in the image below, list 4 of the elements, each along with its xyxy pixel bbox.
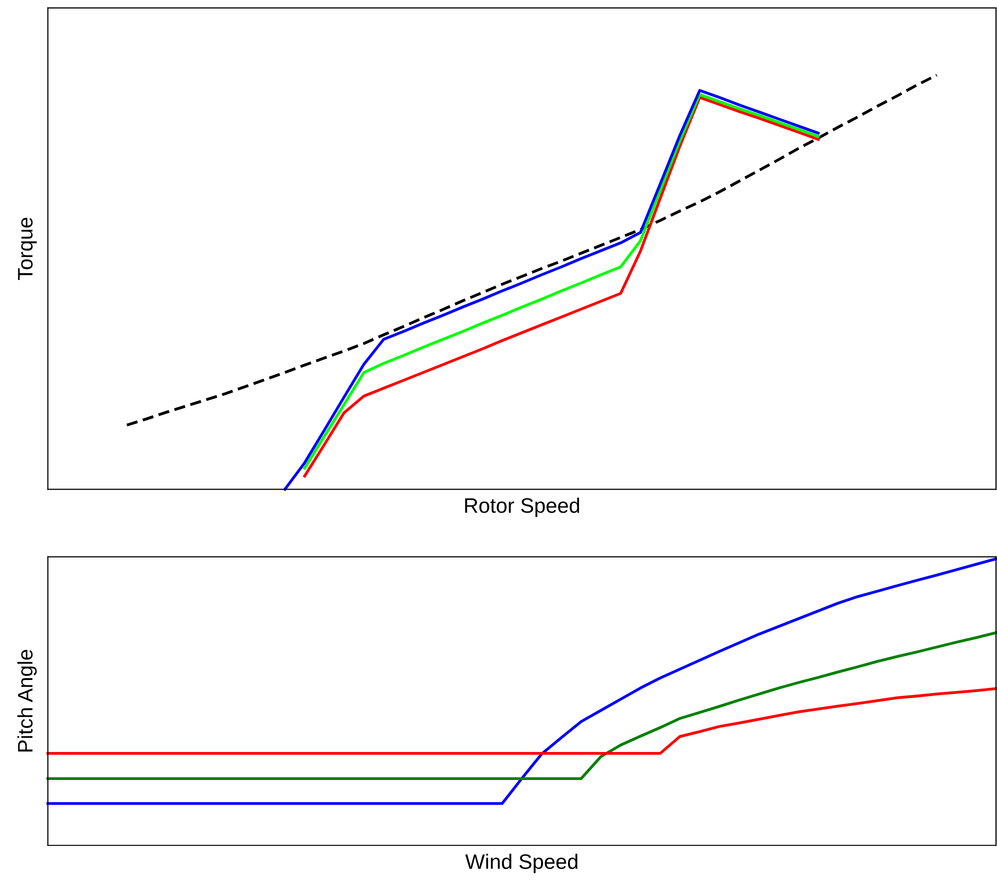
y-axis-title: Pitch Angle [17, 650, 37, 752]
y-axis-title: Torque [18, 218, 37, 280]
x-axis-title: Wind Speed [465, 854, 578, 874]
x-axis-title: Rotor Speed [465, 498, 580, 518]
